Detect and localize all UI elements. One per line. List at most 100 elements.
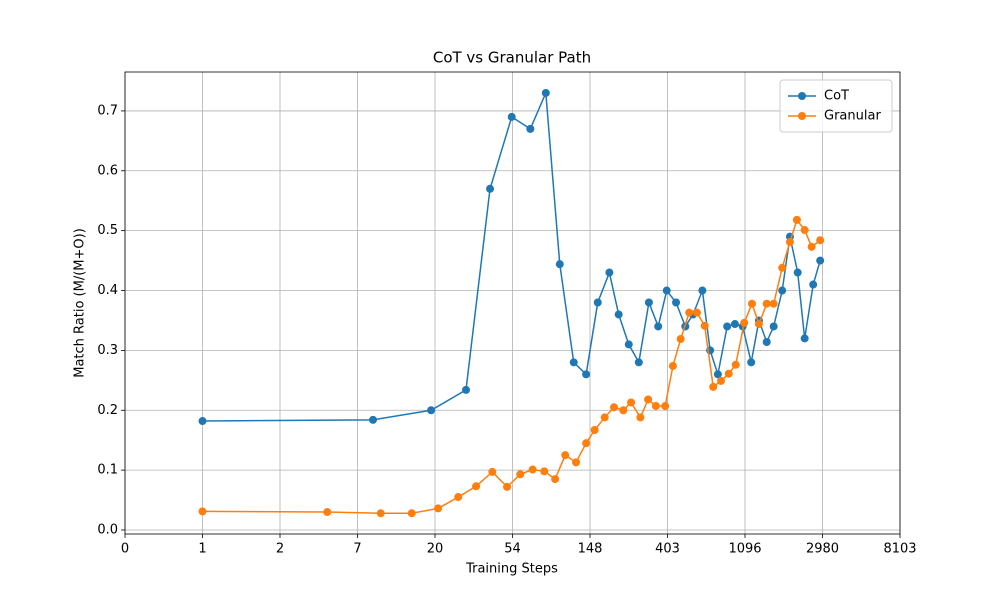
x-tick-label: 403: [655, 542, 680, 557]
data-point: [762, 299, 771, 308]
data-point: [434, 504, 443, 513]
data-point: [627, 398, 636, 407]
data-point: [807, 242, 816, 251]
x-tick-label: 1: [198, 542, 206, 557]
legend-box: [779, 79, 893, 133]
data-point: [590, 426, 599, 435]
x-tick-label: 7: [353, 542, 361, 557]
data-point: [769, 299, 778, 308]
data-point: [816, 256, 825, 265]
data-point: [661, 402, 670, 411]
data-point: [662, 286, 671, 295]
data-point: [692, 308, 701, 317]
data-point: [407, 509, 416, 518]
data-point: [778, 263, 787, 272]
data-point: [526, 124, 535, 133]
data-point: [610, 403, 619, 412]
x-tick-label: 1096: [728, 542, 761, 557]
data-point: [198, 417, 207, 426]
legend-marker: [798, 92, 806, 100]
y-tick-label: 0.7: [97, 103, 118, 118]
y-tick-label: 0.0: [97, 522, 118, 537]
data-point: [454, 493, 463, 502]
data-point: [685, 308, 694, 317]
data-point: [698, 286, 707, 295]
data-point: [730, 320, 739, 329]
x-tick-label: 0: [121, 542, 129, 557]
data-point: [614, 310, 623, 319]
legend-label: CoT: [824, 89, 849, 104]
data-point: [427, 406, 436, 415]
data-point: [634, 358, 643, 367]
data-point: [654, 322, 663, 331]
data-point: [792, 215, 801, 224]
y-tick-label: 0.1: [97, 463, 118, 478]
data-point: [636, 413, 645, 422]
data-point: [605, 268, 614, 277]
data-point: [731, 360, 740, 369]
data-point: [644, 395, 653, 404]
legend-marker: [798, 112, 806, 120]
data-point: [651, 402, 660, 411]
x-tick-label: 8103: [883, 542, 916, 557]
data-point: [600, 413, 609, 422]
data-point: [713, 370, 722, 379]
data-point: [785, 238, 794, 247]
data-point: [747, 299, 756, 308]
data-point: [668, 361, 677, 370]
data-point: [754, 320, 763, 329]
data-point: [488, 467, 497, 476]
data-point: [486, 184, 495, 193]
data-point: [709, 382, 718, 391]
y-tick-label: 0.5: [97, 223, 118, 238]
y-axis-label: Match Ratio (M/(M+O)): [73, 228, 88, 378]
data-point: [644, 298, 653, 307]
x-tick-label: 54: [504, 542, 521, 557]
legend: CoT Granular: [779, 79, 893, 133]
y-tick-label: 0.2: [97, 403, 118, 418]
data-point: [472, 482, 481, 491]
data-point: [800, 226, 809, 235]
x-tick-label: 20: [427, 542, 444, 557]
data-point: [619, 406, 628, 415]
data-point: [561, 451, 570, 460]
data-point: [793, 268, 802, 277]
data-point: [503, 482, 512, 491]
data-point: [762, 338, 771, 347]
data-point: [778, 286, 787, 295]
data-point: [624, 340, 633, 349]
legend-label: Granular: [824, 109, 881, 124]
data-point: [462, 385, 470, 394]
y-tick-label: 0.6: [97, 163, 118, 178]
x-axis-label: Training Steps: [465, 562, 558, 577]
data-point: [551, 475, 560, 484]
x-tick-label: 148: [578, 542, 603, 557]
data-point: [816, 236, 825, 245]
data-point: [747, 358, 756, 367]
data-point: [555, 260, 564, 269]
data-point: [516, 470, 525, 479]
chart-title: CoT vs Granular Path: [433, 49, 591, 67]
y-tick-label: 0.4: [97, 283, 118, 298]
data-point: [369, 415, 377, 424]
data-point: [740, 318, 749, 327]
data-point: [724, 369, 733, 378]
data-point: [672, 298, 681, 307]
data-point: [569, 358, 578, 367]
data-point: [809, 280, 818, 289]
data-point: [676, 335, 685, 344]
data-point: [593, 298, 602, 307]
y-tick-label: 0.3: [97, 343, 118, 358]
x-tick-label: 2: [276, 542, 284, 557]
data-point: [541, 88, 550, 97]
plot-frame: [124, 71, 901, 535]
data-point: [528, 465, 537, 474]
data-point: [800, 334, 809, 343]
data-point: [507, 112, 516, 121]
data-point: [716, 376, 725, 385]
data-point: [723, 322, 732, 331]
data-point: [572, 458, 581, 467]
data-point: [540, 467, 549, 476]
